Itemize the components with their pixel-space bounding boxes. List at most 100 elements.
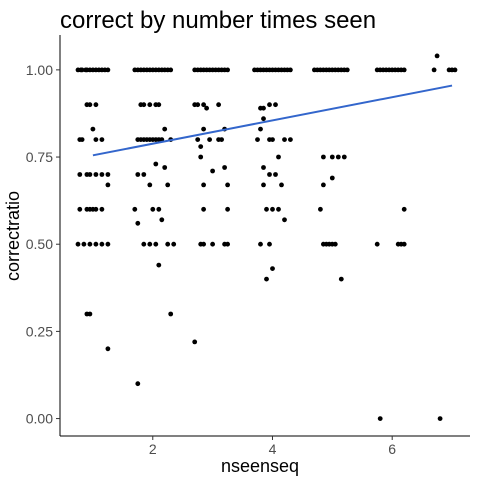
- data-point: [81, 241, 87, 247]
- data-point: [99, 172, 105, 177]
- x-tick-label: 4: [269, 441, 277, 457]
- data-point: [338, 276, 344, 282]
- data-point: [93, 102, 99, 108]
- data-point: [332, 241, 338, 247]
- data-point: [437, 416, 443, 421]
- data-point: [105, 182, 111, 188]
- data-point: [162, 165, 168, 170]
- data-point: [276, 206, 281, 212]
- data-point: [201, 241, 207, 247]
- data-point: [264, 276, 269, 282]
- data-point: [261, 182, 266, 188]
- data-point: [79, 67, 85, 73]
- data-point: [267, 102, 272, 108]
- data-point: [282, 137, 287, 143]
- data-point: [168, 67, 174, 73]
- data-point: [87, 102, 93, 108]
- data-point: [258, 126, 263, 132]
- data-point: [156, 102, 162, 108]
- trend-line: [92, 84, 453, 157]
- data-point: [90, 126, 96, 132]
- data-point: [93, 137, 99, 143]
- trend-line-group: [92, 84, 453, 157]
- data-point: [75, 241, 81, 247]
- data-point: [210, 168, 216, 174]
- data-point: [171, 241, 177, 247]
- data-point: [216, 102, 222, 108]
- data-point: [135, 381, 141, 387]
- data-point: [87, 172, 93, 177]
- data-point: [132, 206, 138, 212]
- data-point: [204, 105, 210, 111]
- y-tick-label: 1.00: [26, 62, 53, 78]
- y-tick-label: 0.50: [26, 236, 53, 252]
- data-point: [201, 102, 207, 108]
- data-point: [288, 137, 293, 143]
- y-axis-title: correctratio: [3, 191, 23, 281]
- data-point: [153, 161, 159, 167]
- data-point: [99, 137, 105, 143]
- y-tick-label: 0.00: [26, 411, 53, 427]
- data-point: [335, 154, 341, 160]
- data-point: [147, 241, 153, 247]
- data-point: [147, 102, 153, 108]
- data-point: [401, 241, 407, 247]
- data-point: [452, 67, 458, 73]
- data-point: [288, 67, 293, 73]
- data-point: [225, 182, 231, 188]
- data-point: [141, 241, 147, 247]
- x-axis-title: nseenseq: [221, 456, 299, 476]
- data-point: [153, 241, 159, 247]
- data-point: [261, 105, 266, 111]
- data-point: [162, 126, 168, 132]
- data-point: [431, 67, 437, 73]
- data-point: [225, 206, 231, 212]
- data-point: [168, 311, 174, 317]
- data-point: [264, 206, 269, 212]
- data-point: [276, 154, 281, 160]
- data-point: [156, 262, 162, 268]
- data-point: [329, 154, 335, 160]
- data-point: [273, 102, 278, 108]
- x-ticks: 2 4 6: [149, 436, 396, 457]
- data-point: [270, 137, 275, 143]
- data-point: [207, 137, 213, 143]
- y-ticks: 0.00 0.25 0.50 0.75 1.00: [26, 62, 60, 427]
- data-point: [156, 206, 162, 212]
- data-point: [267, 172, 272, 177]
- data-point: [341, 154, 347, 160]
- data-point: [225, 241, 231, 247]
- data-point: [150, 206, 156, 212]
- x-tick-label: 6: [388, 441, 396, 457]
- data-point: [261, 116, 266, 122]
- data-point: [282, 217, 287, 223]
- data-point: [377, 416, 383, 421]
- y-tick-label: 0.25: [26, 323, 53, 339]
- data-point: [165, 182, 171, 188]
- data-point: [261, 165, 266, 170]
- data-point: [198, 144, 204, 150]
- data-point: [222, 165, 228, 170]
- data-point: [321, 182, 326, 188]
- data-point: [270, 266, 275, 271]
- data-point: [93, 172, 99, 177]
- data-point: [270, 206, 275, 212]
- data-point: [401, 206, 407, 212]
- data-point: [87, 241, 93, 247]
- data-point: [192, 339, 198, 345]
- data-point: [255, 137, 260, 143]
- data-point: [105, 172, 111, 177]
- data-point: [105, 346, 111, 352]
- y-tick-label: 0.75: [26, 149, 53, 165]
- data-point: [93, 206, 99, 212]
- data-point: [141, 172, 147, 177]
- data-point: [201, 182, 207, 188]
- data-point: [344, 67, 350, 73]
- data-point: [79, 137, 85, 143]
- data-point: [77, 172, 83, 177]
- data-point: [318, 206, 323, 212]
- data-point: [99, 206, 105, 212]
- data-point: [165, 241, 171, 247]
- data-point: [195, 137, 201, 143]
